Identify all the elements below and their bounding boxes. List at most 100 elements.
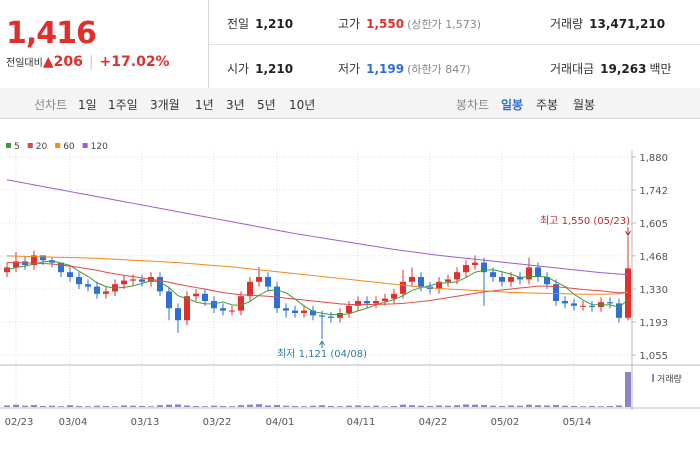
stat: 저가 1,199 (하한가 847): [338, 60, 471, 77]
period-nav: 선차트 봉차트 1일 1주일 3개월 1년 3년 5년 10년 일봉 주봉 월봉: [0, 88, 700, 119]
x-tick-label: 04/22: [419, 417, 448, 428]
volume-bar: [49, 405, 55, 407]
candle-body: [418, 277, 424, 287]
nav-item[interactable]: 1주일: [108, 98, 138, 112]
volume-bar: [148, 406, 154, 407]
x-tick-label: 03/22: [203, 417, 232, 428]
volume-bar: [13, 404, 19, 407]
volume-label: 거래량: [657, 373, 682, 385]
volume-bar: [580, 406, 586, 407]
nav-label: 선차트: [34, 98, 68, 112]
volume-bar: [274, 404, 280, 407]
candle-body: [256, 277, 262, 282]
stat-note: 백만: [649, 62, 672, 76]
stat: 고가 1,550 (상한가 1,573): [338, 15, 481, 32]
annotation-arrowhead: [319, 340, 325, 346]
candle-body: [247, 281, 253, 297]
change: 전일대비▲206 | +17.02%: [6, 54, 170, 70]
volume-bar: [472, 404, 478, 407]
stat-label: 저가: [338, 62, 361, 76]
candle-body: [607, 302, 613, 304]
volume-bar: [121, 405, 127, 407]
volume-bar: [76, 405, 82, 407]
x-tick-label: 02/23: [5, 417, 34, 428]
volume-bar: [193, 405, 199, 407]
candle-body: [472, 262, 478, 265]
change-label: 전일대비: [6, 58, 43, 69]
candle-body: [409, 277, 415, 282]
volume-bar: [292, 405, 298, 407]
nav-item[interactable]: 5년: [257, 98, 276, 112]
candle-body: [211, 301, 217, 309]
annotation-arrowhead: [625, 230, 631, 237]
nav-item[interactable]: 월봉: [573, 98, 596, 112]
candle-body: [85, 284, 91, 287]
candle-body: [508, 277, 514, 282]
candle-body: [544, 277, 550, 285]
volume-bar: [391, 405, 397, 407]
nav-item[interactable]: 3개월: [150, 98, 180, 112]
nav-item[interactable]: 10년: [289, 98, 316, 112]
candle-body: [400, 281, 406, 294]
candle-body: [202, 293, 208, 301]
volume-bar: [175, 404, 181, 407]
volume-bar: [517, 405, 523, 407]
candle-body: [391, 293, 397, 299]
volume-bar: [382, 406, 388, 407]
candle-body: [157, 277, 163, 292]
candle-body: [103, 291, 109, 294]
candle-body: [292, 310, 298, 313]
legend-label: 20: [36, 142, 48, 152]
chart: 1,880 1,742 1,605 1,468 1,330 1,193 1,055 02/23…: [0, 142, 700, 428]
volume-bar: [454, 405, 460, 407]
nav-item[interactable]: 1일: [78, 98, 97, 112]
volume-bar: [535, 405, 541, 407]
candle-body: [265, 277, 271, 287]
stat-value: 1,199: [366, 62, 405, 76]
nav-label: 봉차트: [456, 98, 490, 112]
volume-bar: [409, 405, 415, 407]
stat: 시가 1,210: [227, 60, 293, 77]
volume-bar: [445, 405, 451, 407]
stat-note: (상한가 1,573): [407, 18, 481, 31]
nav-item[interactable]: 주봉: [536, 98, 559, 112]
volume-bar: [436, 405, 442, 407]
volume-bar: [40, 405, 46, 407]
volume-bar: [616, 405, 622, 407]
volume-bar: [364, 405, 370, 407]
candle-body: [328, 316, 334, 318]
candle-body: [535, 267, 541, 277]
legend-swatch: [6, 143, 11, 148]
x-tick-label: 04/11: [347, 417, 376, 428]
volume-bar: [103, 405, 109, 407]
candle-body: [283, 308, 289, 311]
candle-body: [76, 277, 82, 285]
volume-bar: [553, 404, 559, 407]
x-tick-label: 04/01: [266, 417, 295, 428]
candle-body: [310, 310, 316, 316]
volume-bar: [310, 405, 316, 407]
x-tick-label: 05/02: [491, 417, 520, 428]
candle-body: [301, 310, 307, 313]
stat-label: 거래대금: [550, 62, 595, 76]
x-tick-label: 05/14: [563, 417, 592, 428]
candle-body: [337, 313, 343, 318]
nav-item[interactable]: 3년: [226, 98, 245, 112]
stat-label: 전일: [227, 17, 250, 31]
candle-body: [121, 280, 127, 285]
nav-item[interactable]: 1년: [195, 98, 214, 112]
volume-bar: [58, 406, 64, 407]
ma-line: [6, 179, 629, 276]
change-pct: +17.02%: [99, 54, 170, 70]
volume-bar: [562, 405, 568, 407]
volume-bar: [490, 405, 496, 407]
stat: 거래대금 19,263 백만: [550, 60, 672, 77]
quote-header: 1,416 전일대비▲206 | +17.02% 전일 1,210 고가 1,550 (상…: [0, 0, 700, 89]
nav-item[interactable]: 일봉: [501, 98, 524, 112]
candle-body: [571, 303, 577, 306]
candle-body: [490, 272, 496, 277]
candle-body: [346, 305, 352, 313]
row-divider: [209, 44, 700, 45]
legend-swatch: [82, 143, 88, 148]
stat: 거래량 13,471,210: [550, 15, 665, 32]
